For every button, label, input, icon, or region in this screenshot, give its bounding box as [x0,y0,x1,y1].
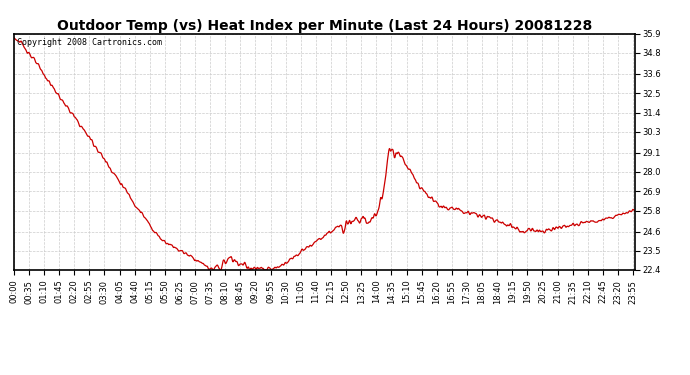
Title: Outdoor Temp (vs) Heat Index per Minute (Last 24 Hours) 20081228: Outdoor Temp (vs) Heat Index per Minute … [57,19,592,33]
Text: Copyright 2008 Cartronics.com: Copyright 2008 Cartronics.com [17,39,162,48]
